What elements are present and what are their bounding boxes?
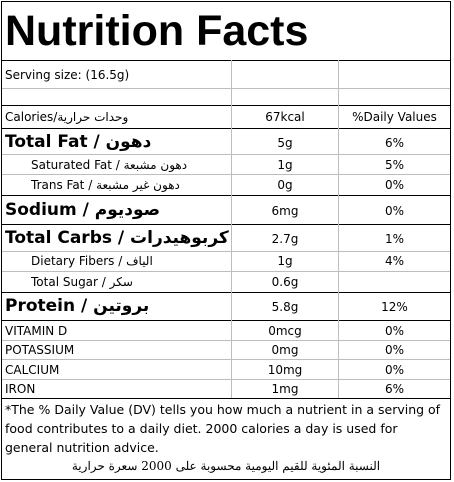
title-divider	[2, 60, 450, 61]
nutrient-dv-trans-fat: 0%	[384, 178, 405, 192]
nutrient-value-total-fat: 5g	[277, 136, 293, 150]
nutrient-value-saturated-fat: 1g	[277, 158, 293, 172]
header-divider	[2, 128, 450, 129]
row-divider	[2, 224, 450, 225]
table-bottom-divider	[2, 398, 450, 399]
row-divider	[2, 320, 450, 321]
nutrient-dv-total-fat: 6%	[384, 136, 405, 150]
nutrient-dv-saturated-fat: 5%	[384, 158, 405, 172]
calories-label: Calories/وحدات حرارية	[5, 110, 129, 124]
nutrient-label-total-carbs: Total Carbs / كربوهيدرات	[5, 228, 229, 248]
nutrient-label-potassium: POTASSIUM	[5, 343, 75, 357]
column-divider	[338, 60, 339, 398]
label-title: Nutrition Facts	[5, 7, 309, 55]
nutrient-value-protein: 5.8g	[271, 300, 299, 314]
nutrient-value-dietary-fibers: 1g	[277, 254, 293, 268]
nutrient-dv-iron: 6%	[384, 382, 405, 396]
row-divider	[2, 251, 450, 252]
serving-divider	[2, 105, 450, 106]
row-divider	[2, 174, 450, 175]
nutrient-label-saturated-fat: Saturated Fat / دهون مشبعة	[31, 158, 188, 172]
nutrient-dv-vitamin-d: 0%	[384, 324, 405, 338]
nutrient-value-trans-fat: 0g	[277, 178, 293, 192]
nutrient-dv-calcium: 0%	[384, 363, 405, 377]
row-divider	[2, 292, 450, 293]
serving-size: Serving size: (16.5g)	[5, 68, 130, 82]
nutrient-value-sodium: 6mg	[271, 204, 299, 218]
nutrient-value-vitamin-d: 0mcg	[268, 324, 302, 338]
nutrient-label-iron: IRON	[5, 382, 36, 396]
row-divider	[2, 359, 450, 360]
nutrient-label-vitamin-d: VITAMIN D	[5, 324, 68, 338]
row-divider	[2, 340, 450, 341]
nutrient-label-total-fat: Total Fat / دهون	[5, 132, 152, 152]
row-divider	[2, 154, 450, 155]
daily-value-footnote-arabic: النسبة المئوية للقيم اليومية محسوبة على …	[71, 459, 381, 473]
nutrient-dv-dietary-fibers: 4%	[384, 254, 405, 268]
nutrient-value-iron: 1mg	[271, 382, 299, 396]
row-divider	[2, 88, 450, 89]
nutrient-value-calcium: 10mg	[267, 363, 303, 377]
nutrient-label-trans-fat: Trans Fat / دهون غير مشبعة	[31, 178, 180, 192]
nutrient-label-sodium: Sodium / صوديوم	[5, 200, 161, 220]
nutrient-dv-sodium: 0%	[384, 204, 405, 218]
row-divider	[2, 195, 450, 196]
nutrient-value-total-sugar: 0.6g	[271, 275, 299, 289]
nutrient-label-protein: Protein / بروتين	[5, 296, 150, 316]
daily-values-header: %Daily Values	[352, 110, 437, 124]
row-divider	[2, 271, 450, 272]
nutrient-value-total-carbs: 2.7g	[271, 232, 299, 246]
nutrient-dv-potassium: 0%	[384, 343, 405, 357]
nutrient-dv-protein: 12%	[381, 300, 408, 314]
nutrient-label-total-sugar: Total Sugar / سكر	[31, 275, 133, 289]
nutrient-value-potassium: 0mg	[271, 343, 299, 357]
nutrient-label-dietary-fibers: Dietary Fibers / الياف	[31, 254, 153, 268]
column-divider	[231, 60, 232, 398]
nutrient-dv-total-carbs: 1%	[384, 232, 405, 246]
nutrient-label-calcium: CALCIUM	[5, 363, 60, 377]
daily-value-footnote: *The % Daily Value (DV) tells you how mu…	[5, 402, 441, 455]
row-divider	[2, 379, 450, 380]
calories-value: 67kcal	[265, 110, 305, 124]
